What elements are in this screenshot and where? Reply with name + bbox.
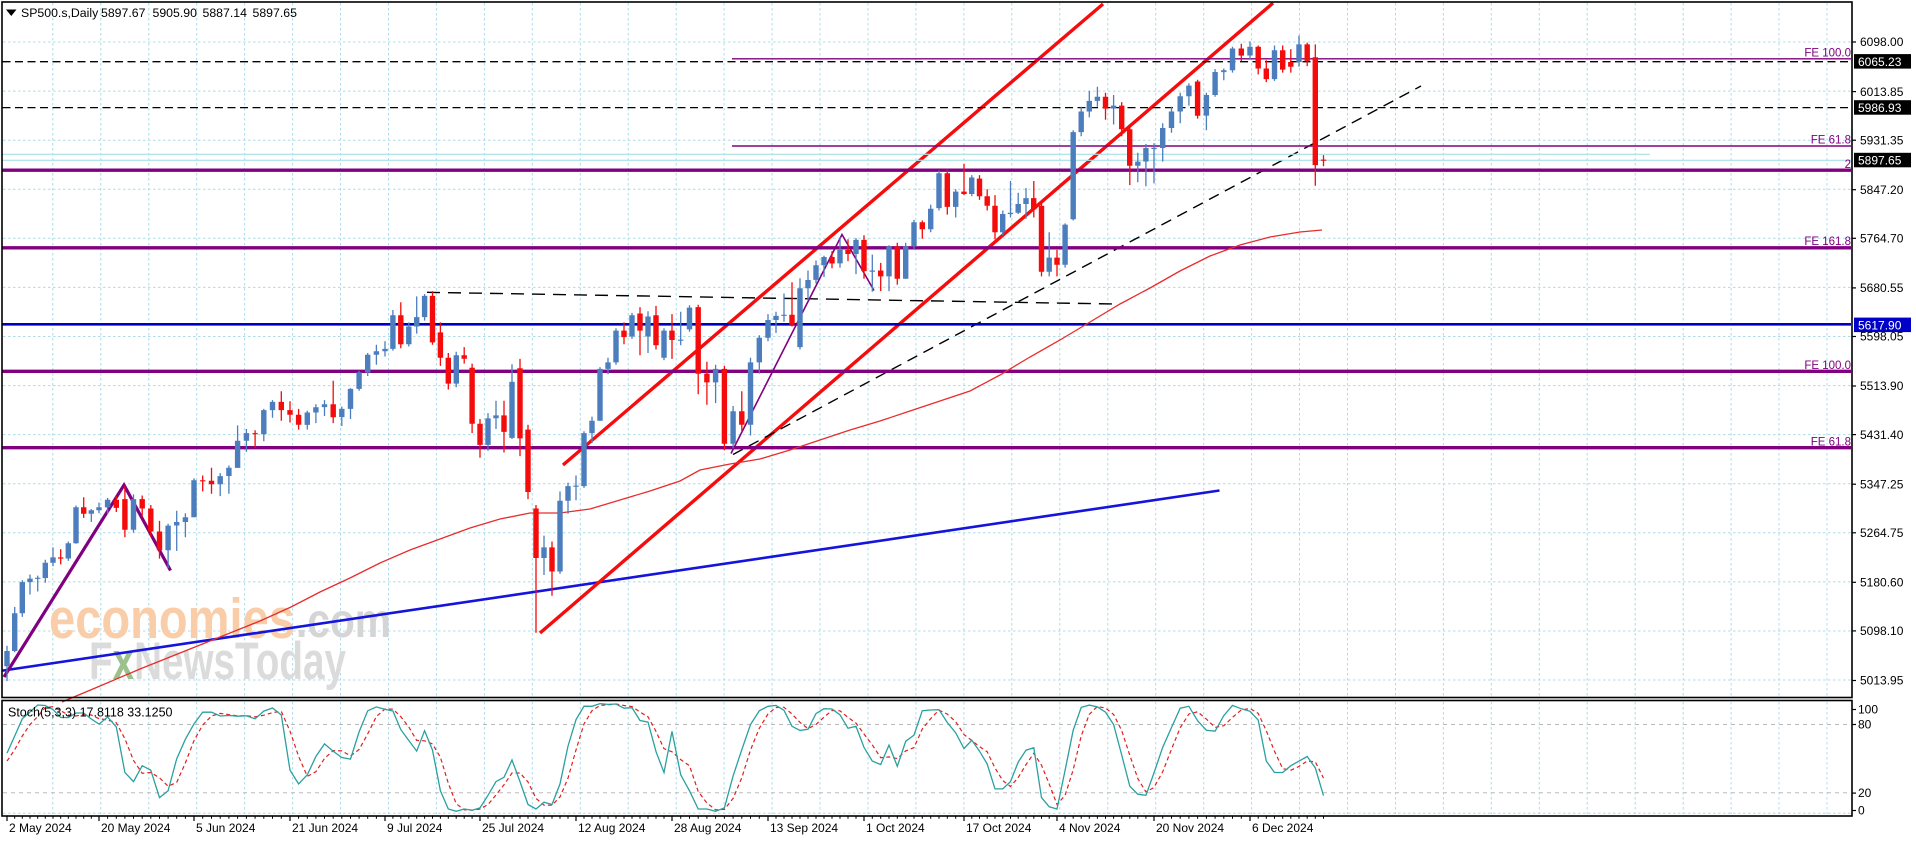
svg-text:FE 100.0: FE 100.0 (1804, 48, 1851, 60)
svg-text:5598.05: 5598.05 (1860, 330, 1904, 344)
svg-text:FE 100.0: FE 100.0 (1804, 360, 1851, 372)
svg-text:FxNewsToday: FxNewsToday (89, 632, 346, 691)
svg-text:20 May 2024: 20 May 2024 (101, 821, 171, 835)
svg-text:13 Sep 2024: 13 Sep 2024 (770, 821, 838, 835)
svg-text:6 Dec 2024: 6 Dec 2024 (1252, 821, 1314, 835)
svg-text:5264.75: 5264.75 (1860, 526, 1904, 540)
svg-text:5931.35: 5931.35 (1860, 133, 1904, 147)
svg-text:economies: economies (49, 587, 295, 651)
svg-text:FE 61.8: FE 61.8 (1811, 437, 1851, 449)
svg-text:.com: .com (296, 595, 391, 648)
svg-text:5431.40: 5431.40 (1860, 428, 1904, 442)
svg-text:80: 80 (1858, 718, 1872, 732)
svg-text:17 Oct 2024: 17 Oct 2024 (966, 821, 1032, 835)
svg-text:0: 0 (1858, 804, 1865, 818)
svg-text:12 Aug 2024: 12 Aug 2024 (578, 821, 646, 835)
svg-text:5986.93: 5986.93 (1858, 101, 1902, 115)
svg-text:1 Oct 2024: 1 Oct 2024 (866, 821, 925, 835)
svg-text:SP500.s,Daily: SP500.s,Daily (21, 6, 99, 20)
svg-text:5513.90: 5513.90 (1860, 379, 1904, 393)
svg-text:FE 61.8: FE 61.8 (1811, 135, 1851, 147)
svg-text:6098.00: 6098.00 (1860, 35, 1904, 49)
svg-text:5013.95: 5013.95 (1860, 674, 1904, 688)
svg-text:FE 161.8: FE 161.8 (1804, 236, 1851, 248)
svg-text:5897.65: 5897.65 (1858, 154, 1902, 168)
svg-text:5 Jun 2024: 5 Jun 2024 (196, 821, 256, 835)
svg-text:5617.90: 5617.90 (1858, 318, 1902, 332)
svg-text:20 Nov 2024: 20 Nov 2024 (1156, 821, 1224, 835)
svg-text:100: 100 (1858, 703, 1878, 717)
svg-text:28 Aug 2024: 28 Aug 2024 (674, 821, 742, 835)
svg-text:5347.25: 5347.25 (1860, 477, 1904, 491)
svg-text:6013.85: 6013.85 (1860, 85, 1904, 99)
svg-text:21 Jun 2024: 21 Jun 2024 (292, 821, 358, 835)
svg-text:5905.90: 5905.90 (153, 6, 198, 20)
svg-text:25 Jul 2024: 25 Jul 2024 (482, 821, 544, 835)
svg-text:5098.10: 5098.10 (1860, 624, 1904, 638)
svg-text:Stoch(5,3,3) 17.8118 33.1250: Stoch(5,3,3) 17.8118 33.1250 (8, 706, 173, 720)
svg-text:5897.67: 5897.67 (101, 6, 146, 20)
svg-text:5887.14: 5887.14 (203, 6, 248, 20)
svg-text:5680.55: 5680.55 (1860, 281, 1904, 295)
svg-text:5847.20: 5847.20 (1860, 183, 1904, 197)
svg-text:6065.23: 6065.23 (1858, 55, 1902, 69)
svg-text:5764.70: 5764.70 (1860, 232, 1904, 246)
svg-text:20: 20 (1858, 786, 1872, 800)
svg-text:2 May 2024: 2 May 2024 (9, 821, 72, 835)
svg-text:5180.60: 5180.60 (1860, 576, 1904, 590)
svg-text:2: 2 (1845, 159, 1851, 171)
svg-text:9 Jul 2024: 9 Jul 2024 (387, 821, 443, 835)
svg-text:5897.65: 5897.65 (253, 6, 298, 20)
svg-text:4 Nov 2024: 4 Nov 2024 (1059, 821, 1121, 835)
